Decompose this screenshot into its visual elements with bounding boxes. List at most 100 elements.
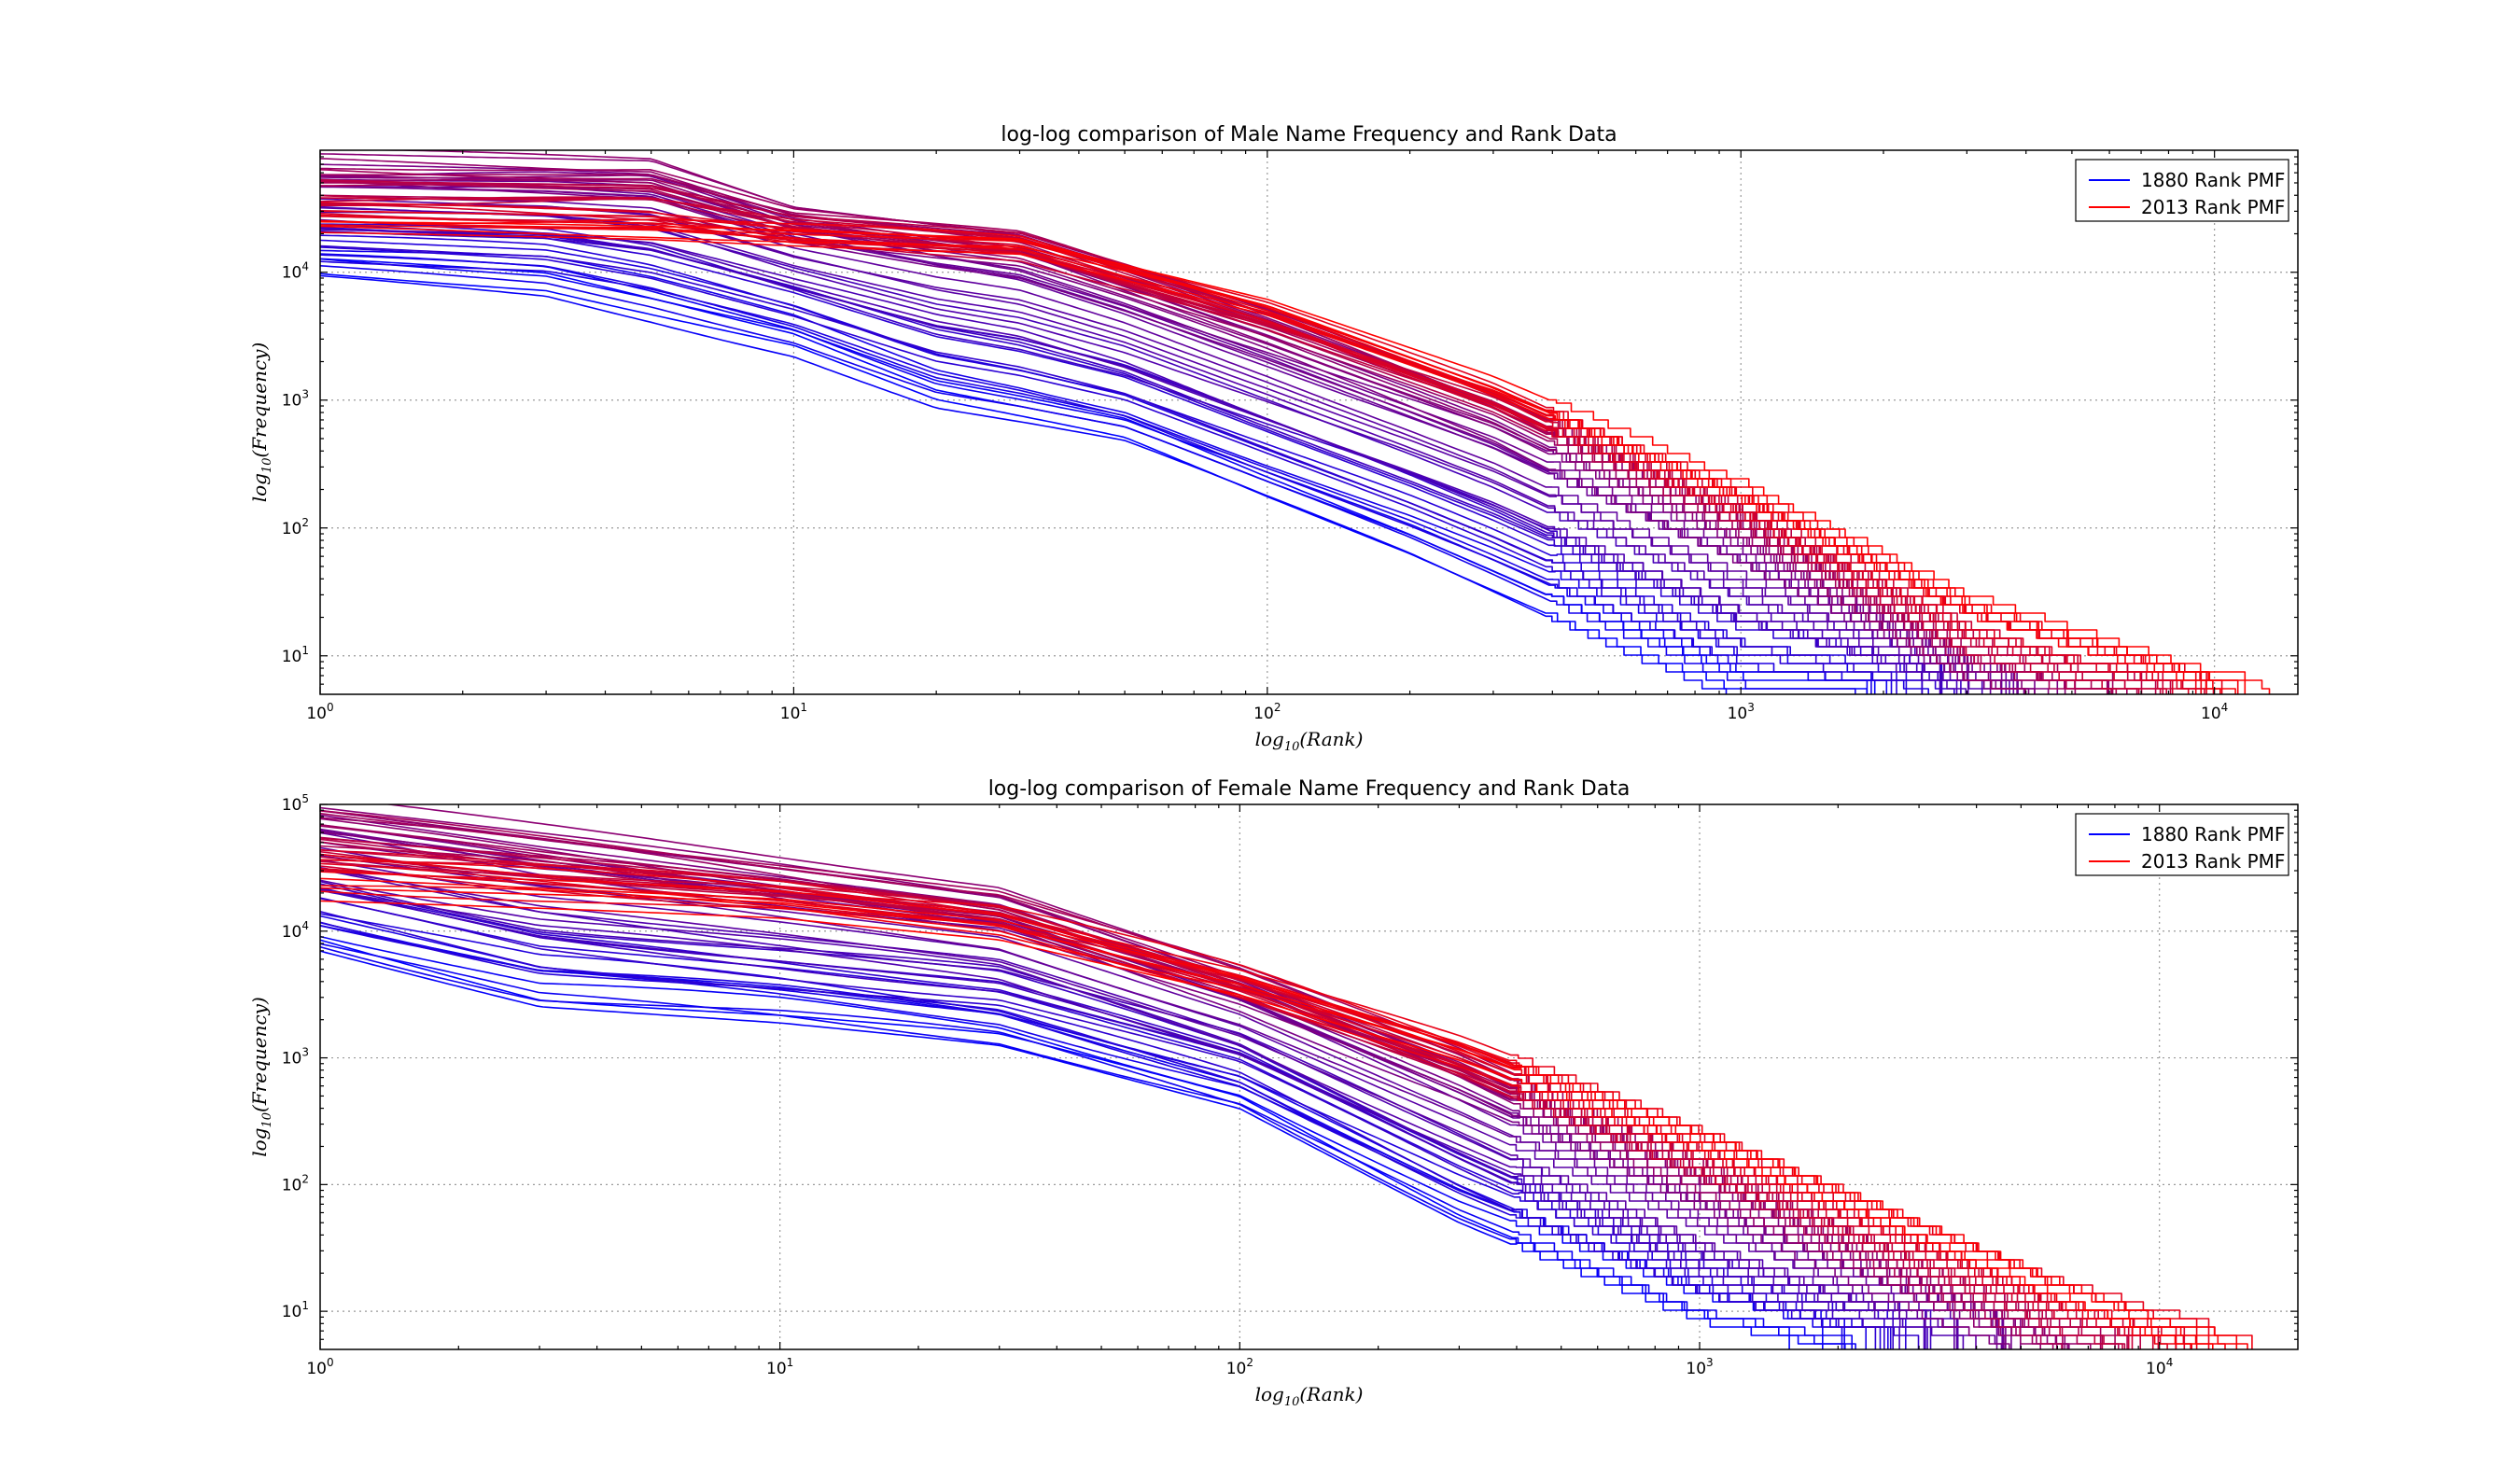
x-tick-label: 100 bbox=[306, 1356, 333, 1378]
series-line-21 bbox=[320, 227, 1983, 694]
series-line-28 bbox=[320, 831, 2003, 1349]
series-line-39 bbox=[320, 174, 2026, 694]
y-axis-label: log10(Frequency) bbox=[248, 997, 274, 1157]
series-line-49 bbox=[320, 841, 2128, 1349]
legend-box bbox=[2075, 159, 2289, 222]
series-line-3 bbox=[320, 935, 1824, 1349]
series-line-6 bbox=[320, 265, 1856, 694]
series-line-47 bbox=[320, 181, 2113, 694]
legend-label: 1880 Rank PMF bbox=[2141, 169, 2285, 191]
x-tick-label: 102 bbox=[1253, 701, 1281, 723]
series-line-27 bbox=[320, 194, 2008, 694]
series-group bbox=[320, 150, 2271, 694]
series-line-13 bbox=[320, 226, 1943, 694]
chart-panel-2: 100 101 102 103 104 101 102 103 104 105 log-log co… bbox=[248, 777, 2299, 1409]
series-line-13 bbox=[320, 911, 1877, 1349]
series-line-40 bbox=[320, 817, 2041, 1349]
x-tick-label: 103 bbox=[1686, 1356, 1713, 1378]
series-line-49 bbox=[320, 194, 2138, 694]
legend-label: 1880 Rank PMF bbox=[2141, 823, 2285, 845]
series-line-70 bbox=[320, 220, 2247, 694]
y-tick-label: 105 bbox=[282, 792, 309, 815]
series-line-14 bbox=[320, 245, 1955, 694]
series-line-69 bbox=[320, 225, 2271, 694]
y-tick-label: 101 bbox=[282, 1299, 309, 1321]
series-line-48 bbox=[320, 183, 2118, 694]
series-line-22 bbox=[320, 887, 1965, 1349]
series-line-47 bbox=[320, 836, 2120, 1349]
y-tick-label: 103 bbox=[282, 1046, 309, 1069]
series-line-61 bbox=[320, 219, 2190, 694]
series-line-3 bbox=[320, 274, 1728, 694]
series-line-57 bbox=[320, 865, 2154, 1349]
series-line-34 bbox=[320, 841, 2007, 1349]
series-line-38 bbox=[320, 153, 2066, 694]
y-axis-label: log10(Frequency) bbox=[248, 342, 274, 503]
series-line-64 bbox=[320, 214, 2197, 694]
series-line-10 bbox=[320, 239, 1908, 694]
chart-title: log-log comparison of Female Name Freque… bbox=[988, 777, 1631, 801]
series-line-27 bbox=[320, 846, 1955, 1349]
legend-box bbox=[2075, 813, 2289, 876]
y-tick-label: 101 bbox=[282, 644, 309, 666]
series-line-42 bbox=[320, 817, 2058, 1349]
series-line-64 bbox=[320, 859, 2198, 1349]
series-line-11 bbox=[320, 921, 1892, 1349]
series-line-1 bbox=[320, 272, 1868, 694]
legend: 1880 Rank PMF 2013 Rank PMF bbox=[2075, 813, 2289, 876]
series-line-44 bbox=[320, 824, 2064, 1349]
series-line-15 bbox=[320, 898, 1920, 1349]
legend-label: 2013 Rank PMF bbox=[2141, 850, 2285, 873]
series-line-31 bbox=[320, 178, 2018, 694]
series-line-28 bbox=[320, 185, 2015, 694]
x-tick-label: 104 bbox=[2146, 1356, 2173, 1378]
series-line-18 bbox=[320, 889, 1900, 1349]
series-line-40 bbox=[347, 150, 2110, 694]
series-line-4 bbox=[320, 258, 1869, 694]
series-line-2 bbox=[320, 950, 1846, 1349]
series-line-30 bbox=[320, 830, 1998, 1349]
y-tick-label: 103 bbox=[282, 388, 309, 411]
legend-label: 2013 Rank PMF bbox=[2141, 196, 2285, 218]
series-line-31 bbox=[320, 828, 2005, 1349]
series-group bbox=[320, 804, 2253, 1349]
series-line-51 bbox=[320, 178, 2143, 694]
series-line-24 bbox=[320, 879, 1958, 1349]
series-line-45 bbox=[320, 169, 2114, 694]
chart-title: log-log comparison of Male Name Frequenc… bbox=[1001, 123, 1617, 147]
series-line-36 bbox=[320, 175, 2036, 694]
x-tick-label: 101 bbox=[780, 701, 807, 723]
y-tick-label: 104 bbox=[282, 260, 309, 283]
x-tick-label: 101 bbox=[766, 1356, 793, 1378]
x-tick-label: 100 bbox=[306, 701, 333, 723]
series-line-37 bbox=[320, 175, 2050, 694]
series-line-5 bbox=[320, 945, 1853, 1349]
series-line-60 bbox=[320, 859, 2177, 1349]
y-tick-label: 102 bbox=[282, 516, 309, 538]
series-line-25 bbox=[320, 859, 1958, 1349]
series-line-69 bbox=[320, 887, 2248, 1349]
chart-panel-1: 100 101 102 103 104 101 102 103 104 log-log compa… bbox=[248, 123, 2299, 754]
series-line-26 bbox=[320, 868, 1977, 1349]
series-line-42 bbox=[320, 179, 2026, 694]
x-tick-label: 102 bbox=[1226, 1356, 1253, 1378]
series-line-68 bbox=[320, 231, 2236, 694]
series-line-70 bbox=[320, 900, 2214, 1349]
series-line-46 bbox=[320, 182, 2112, 694]
series-line-62 bbox=[320, 202, 2207, 694]
x-tick-label: 104 bbox=[2201, 701, 2228, 723]
series-line-65 bbox=[320, 890, 2192, 1349]
y-tick-label: 104 bbox=[282, 919, 309, 942]
series-line-12 bbox=[320, 246, 1923, 694]
series-line-9 bbox=[320, 260, 1929, 694]
x-axis-label: log10(Rank) bbox=[1255, 728, 1364, 754]
axes-frame bbox=[319, 149, 2299, 695]
legend: 1880 Rank PMF 2013 Rank PMF bbox=[2075, 159, 2289, 222]
y-tick-label: 102 bbox=[282, 1172, 309, 1195]
series-line-19 bbox=[320, 223, 1958, 694]
series-line-22 bbox=[320, 229, 1967, 694]
series-line-26 bbox=[320, 198, 2003, 694]
series-line-1 bbox=[320, 939, 1790, 1349]
x-tick-label: 103 bbox=[1728, 701, 1755, 723]
